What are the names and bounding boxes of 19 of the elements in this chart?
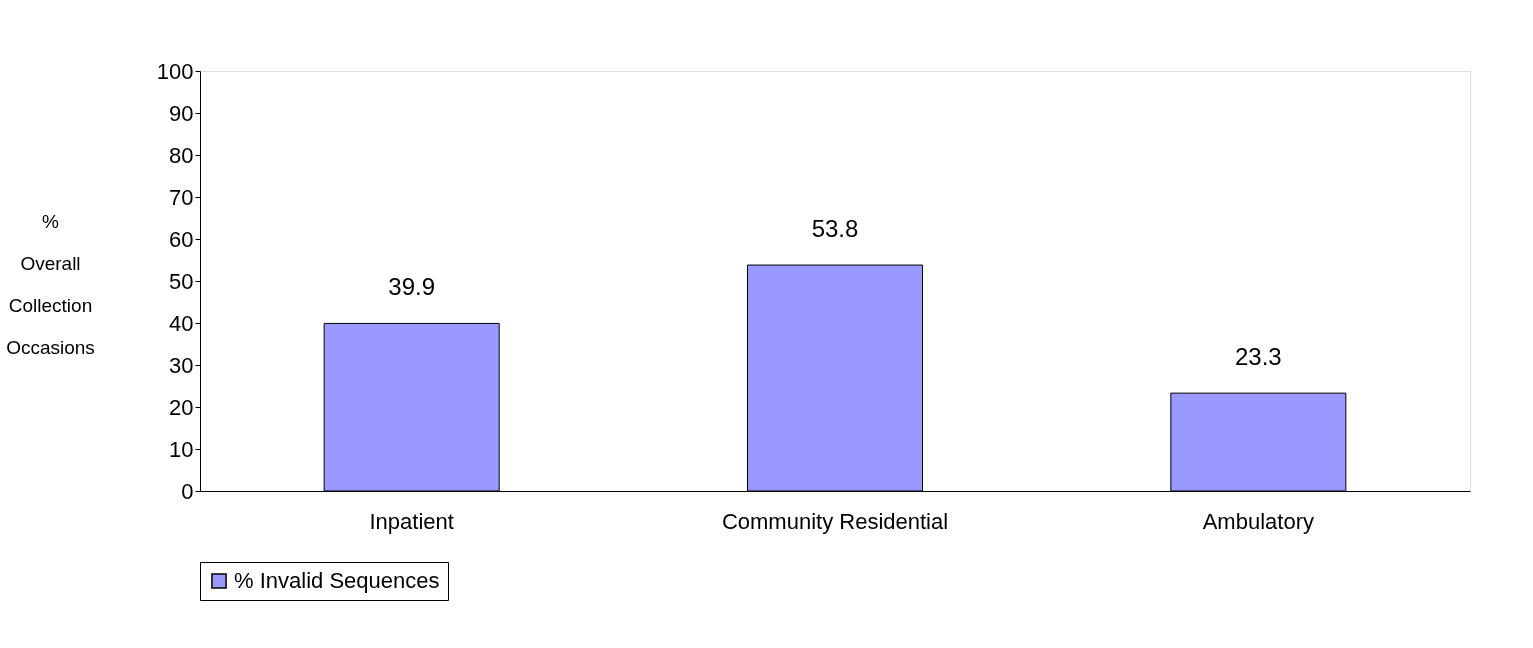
y-tick-label: 20	[169, 394, 194, 420]
y-axis-title: % Overall Collection Occasions	[6, 210, 95, 358]
y-tick-label: 50	[169, 268, 194, 294]
y-tick-label: 60	[169, 226, 194, 252]
y-tick-label: 40	[169, 310, 194, 336]
data-label: 53.8	[811, 215, 859, 243]
y-tick-label: 90	[169, 100, 194, 126]
y-tick-label: 70	[169, 184, 194, 210]
data-label: 39.9	[388, 273, 436, 301]
y-tick-label: 100	[156, 58, 194, 84]
x-tick-label: Community Residential	[721, 508, 949, 534]
x-tick-label: Ambulatory	[1202, 508, 1314, 534]
y-tick-label: 30	[169, 352, 194, 378]
data-label: 23.3	[1234, 343, 1282, 371]
x-tick-label: Inpatient	[369, 508, 454, 534]
legend-label: % Invalid Sequences	[234, 568, 440, 593]
y-tick-label: 80	[169, 142, 194, 168]
y-tick-label: 10	[169, 436, 194, 462]
y-tick-label: 0	[181, 478, 194, 504]
